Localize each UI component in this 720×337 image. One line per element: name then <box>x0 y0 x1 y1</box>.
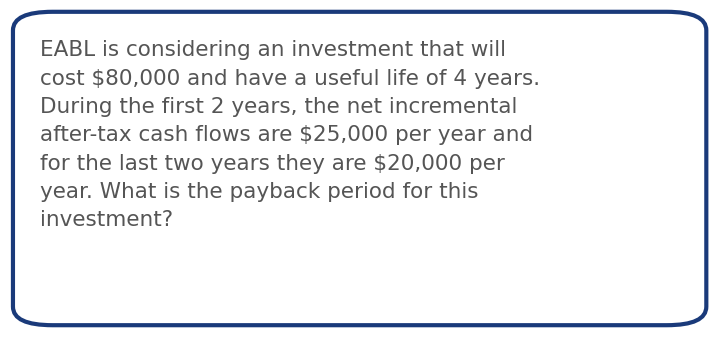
Text: EABL is considering an investment that will
cost $80,000 and have a useful life : EABL is considering an investment that w… <box>40 40 540 231</box>
FancyBboxPatch shape <box>13 12 706 325</box>
